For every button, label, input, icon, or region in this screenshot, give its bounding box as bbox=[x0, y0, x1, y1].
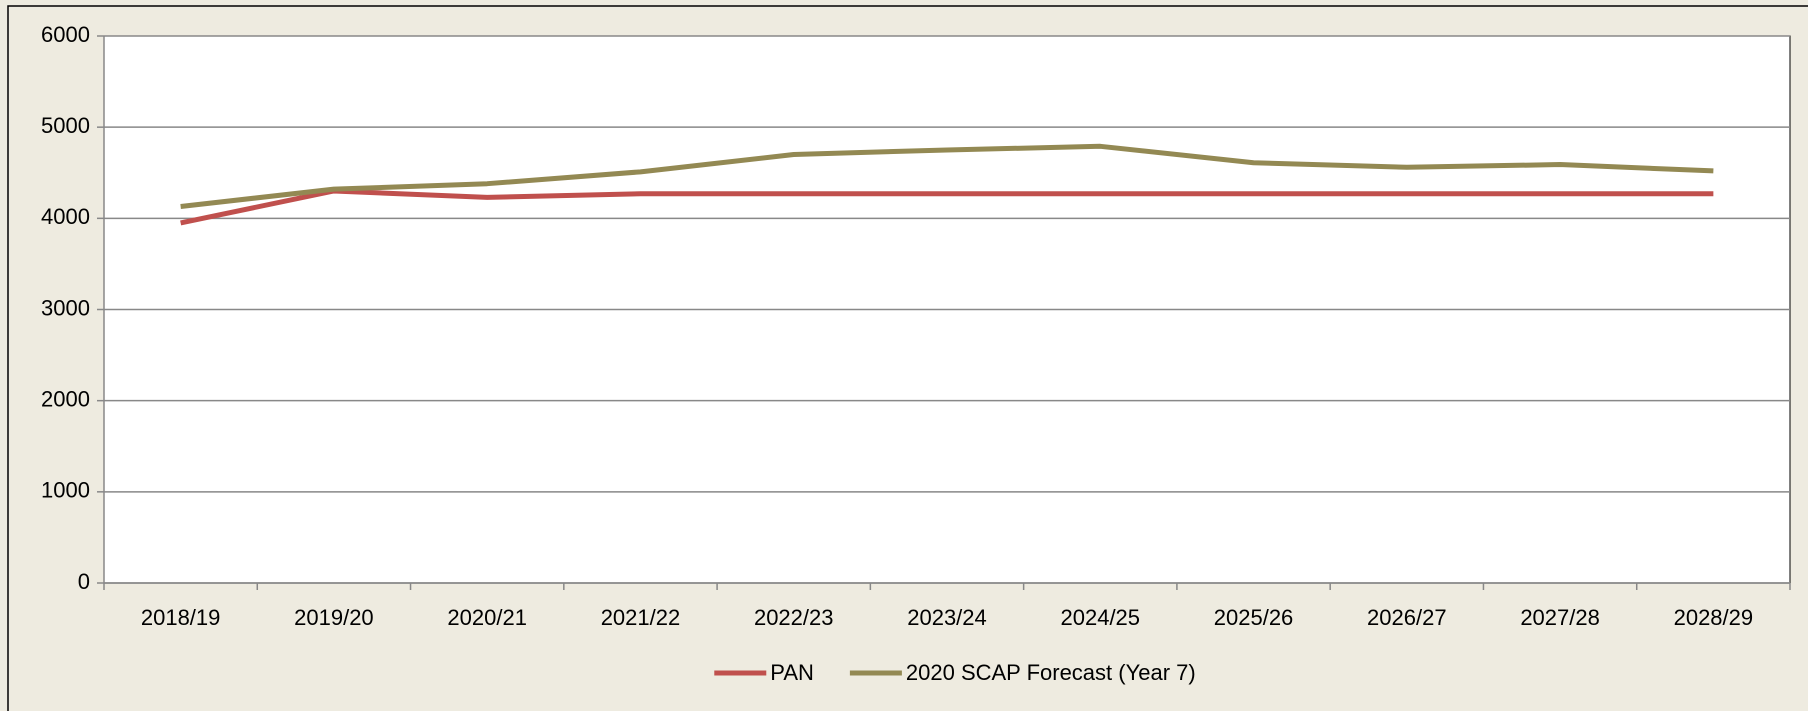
x-tick-label: 2027/28 bbox=[1520, 605, 1600, 630]
x-tick-label: 2022/23 bbox=[754, 605, 834, 630]
line-series bbox=[180, 188, 1714, 226]
x-tick-label: 2019/20 bbox=[294, 605, 374, 630]
y-tick-label: 3000 bbox=[41, 295, 90, 320]
x-tick-label: 2028/29 bbox=[1674, 605, 1754, 630]
legend-label: PAN bbox=[770, 660, 814, 685]
x-tick-label: 2020/21 bbox=[447, 605, 527, 630]
x-tick-label: 2023/24 bbox=[907, 605, 987, 630]
x-tick-label: 2025/26 bbox=[1214, 605, 1294, 630]
y-tick-label: 5000 bbox=[41, 113, 90, 138]
y-tick-label: 4000 bbox=[41, 204, 90, 229]
y-tick-label: 0 bbox=[78, 569, 90, 594]
y-tick-label: 2000 bbox=[41, 386, 90, 411]
x-tick-label: 2021/22 bbox=[601, 605, 681, 630]
y-tick-label: 6000 bbox=[41, 22, 90, 47]
x-tick-label: 2024/25 bbox=[1061, 605, 1141, 630]
line-series bbox=[180, 143, 1714, 209]
y-tick-label: 1000 bbox=[41, 478, 90, 503]
legend-label: 2020 SCAP Forecast (Year 7) bbox=[906, 660, 1196, 685]
x-tick-label: 2018/19 bbox=[141, 605, 221, 630]
x-tick-label: 2026/27 bbox=[1367, 605, 1447, 630]
